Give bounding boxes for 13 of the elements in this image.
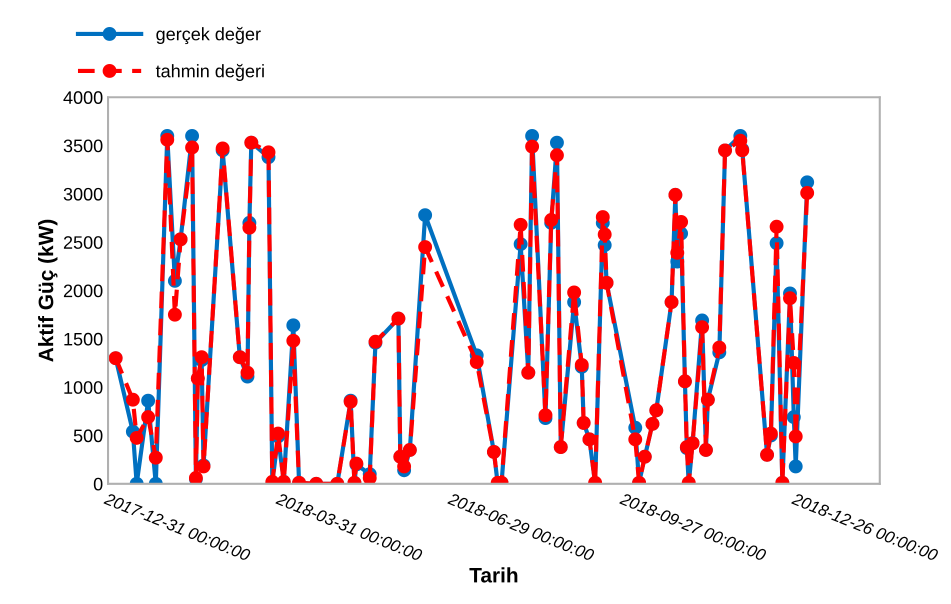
y-tick-label: 3500 — [64, 140, 102, 152]
y-axis-title: Aktif Güç (kW) — [38, 220, 58, 362]
y-tick-label: 500 — [74, 429, 102, 442]
y-tick-label: 4000 — [63, 91, 102, 104]
y-tick-label: 2000 — [64, 284, 102, 298]
y-tick-label: 2500 — [64, 236, 102, 249]
y-tick-label: 3000 — [64, 188, 102, 201]
y-tick-label: 0 — [94, 478, 102, 491]
legend-label: tahmin değeri — [156, 64, 264, 81]
legend-label: gerçek değer — [156, 26, 261, 44]
x-axis-title: Tarih — [469, 567, 518, 583]
y-tick-label: 1500 — [64, 332, 102, 346]
y-tick-label: 1000 — [64, 381, 102, 394]
